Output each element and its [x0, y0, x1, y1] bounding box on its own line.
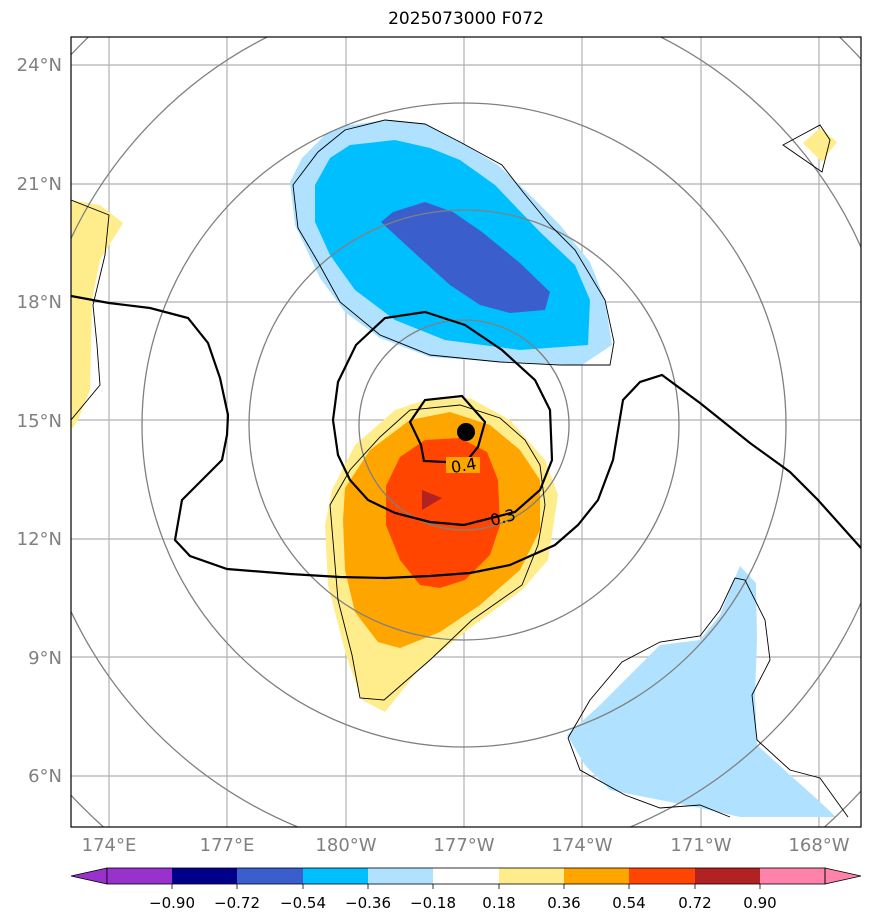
colorbar-bin-5 [368, 868, 433, 884]
fill-southeast-negative [567, 566, 836, 817]
colorbar-label-3: −0.54 [280, 894, 326, 912]
filled-contours [71, 120, 837, 817]
range-ring-3 [141, 102, 787, 748]
fill-positive-max [422, 490, 442, 510]
colorbar-bin-6 [433, 868, 499, 884]
lon-label-174w: 174°W [551, 835, 612, 856]
fill-west-positive [71, 200, 123, 430]
colorbar-extend-high [824, 867, 862, 885]
range-ring-2 [248, 209, 680, 641]
lat-label-12n: 12°N [17, 529, 62, 550]
lon-label-168w: 168°W [788, 835, 849, 856]
storm-center-marker [457, 423, 475, 441]
thin-contour-north [292, 119, 615, 366]
colorbar-tick-labels: −0.90 −0.72 −0.54 −0.36 −0.18 0.18 0.36 … [149, 894, 777, 912]
contour-label-0-4: 0.4 [450, 454, 478, 477]
lat-label-21n: 21°N [17, 174, 62, 195]
fill-negative-inner [381, 202, 550, 313]
colorbar-bin-1 [107, 868, 172, 884]
colorbar-frame [106, 867, 826, 885]
lon-label-177w: 177°W [433, 835, 494, 856]
contour-0-3-inner [331, 310, 554, 527]
plot-frame [70, 36, 862, 828]
colorbar-label-4: −0.36 [345, 894, 391, 912]
thin-contour-south [329, 404, 546, 701]
lat-label-24n: 24°N [17, 55, 62, 76]
longitude-labels: 174°E 177°E 180°W 177°W 174°W 171°W 168°… [82, 835, 850, 856]
contour-label-0-4-bg [446, 457, 480, 473]
colorbar-extend-low [70, 867, 108, 885]
colorbar: −0.90 −0.72 −0.54 −0.36 −0.18 0.18 0.36 … [70, 867, 862, 912]
lat-label-15n: 15°N [17, 411, 62, 432]
colorbar-label-5: −0.18 [410, 894, 456, 912]
lat-label-9n: 9°N [28, 648, 62, 669]
colorbar-label-8: 0.54 [612, 894, 645, 912]
thin-contour-west [71, 199, 110, 421]
thin-contours [71, 119, 849, 818]
colorbar-bin-4 [303, 868, 368, 884]
colorbar-bin-3 [237, 868, 303, 884]
contour-0-3-outer [71, 294, 861, 580]
colorbar-bin-11 [760, 868, 825, 884]
lon-label-171w: 171°W [670, 835, 731, 856]
colorbar-label-2: −0.72 [214, 894, 260, 912]
range-ring-1 [358, 319, 570, 531]
latitude-labels: 24°N 21°N 18°N 15°N 12°N 9°N 6°N [17, 55, 62, 787]
colorbar-label-9: 0.72 [678, 894, 711, 912]
lon-label-174e: 174°E [82, 835, 137, 856]
lon-label-180w: 180°W [315, 835, 376, 856]
thin-contour-southeast [567, 577, 849, 818]
colorbar-bin-2 [172, 868, 237, 884]
colorbar-bin-9 [629, 868, 695, 884]
lon-label-177e: 177°E [200, 835, 255, 856]
colorbar-label-7: 0.36 [547, 894, 580, 912]
map-title: 2025073000 F072 [388, 9, 544, 29]
colorbar-bin-7 [499, 868, 564, 884]
colorbar-label-1: −0.90 [149, 894, 195, 912]
thin-contour-northeast [782, 124, 831, 173]
colorbar-label-6: 0.18 [482, 894, 515, 912]
colorbar-label-10: 0.90 [743, 894, 776, 912]
colorbar-bin-10 [695, 868, 760, 884]
colorbar-bin-8 [564, 868, 629, 884]
fill-northeast-positive [803, 128, 837, 162]
thin-contour-southeast-lower [567, 737, 731, 818]
fill-positive-inner [386, 438, 500, 588]
lat-label-6n: 6°N [28, 766, 62, 787]
lat-label-18n: 18°N [17, 292, 62, 313]
colorbar-ticks [171, 884, 761, 889]
